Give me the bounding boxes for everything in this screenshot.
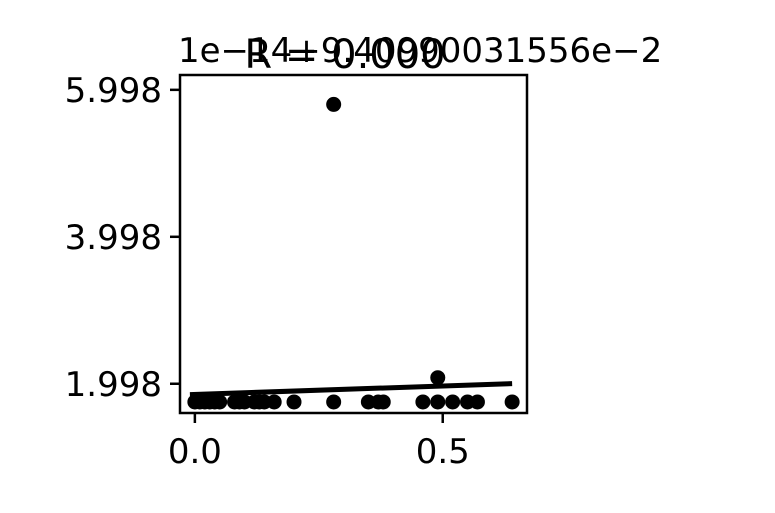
y-offset-text: 1e−14+9.40990031556e−2 <box>178 31 662 71</box>
plot-frame <box>178 73 529 415</box>
data-point <box>415 394 431 410</box>
x-ticks: 0.0 0.5 <box>168 413 470 472</box>
chart-title: R = 0.000 <box>244 32 445 78</box>
data-point <box>375 394 391 410</box>
data-point <box>326 394 342 410</box>
points-layer <box>187 96 520 410</box>
data-point <box>430 394 446 410</box>
y-tick-label: 1.998 <box>65 365 162 405</box>
y-tick-label: 5.998 <box>65 71 162 111</box>
data-point <box>266 394 282 410</box>
fit-line <box>189 381 513 398</box>
y-ticks: 1.998 3.998 5.998 <box>65 71 180 405</box>
data-point <box>504 394 520 410</box>
data-point <box>212 394 228 410</box>
data-point <box>430 370 446 386</box>
data-point <box>445 394 461 410</box>
data-point <box>469 394 485 410</box>
data-point <box>326 96 342 112</box>
fit-line-layer <box>189 381 513 398</box>
data-point <box>286 394 302 410</box>
x-tick-label: 0.0 <box>168 432 222 472</box>
x-tick-label: 0.5 <box>416 432 470 472</box>
y-tick-label: 3.998 <box>65 218 162 258</box>
